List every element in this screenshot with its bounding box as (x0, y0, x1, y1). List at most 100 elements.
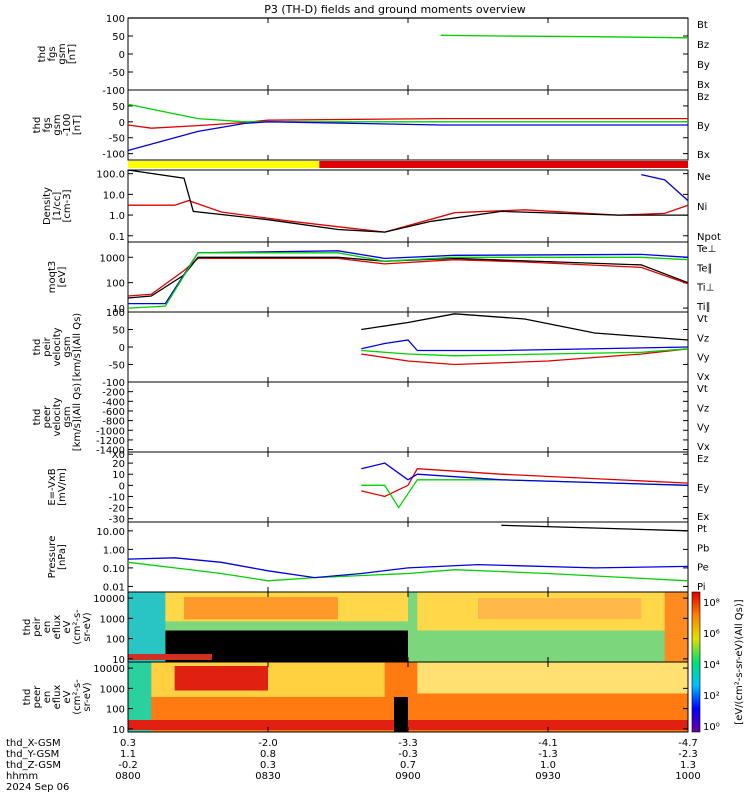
y-tick-label: -1200 (96, 436, 125, 447)
spectrogram-band (184, 597, 338, 620)
panel-frame (127, 381, 689, 453)
y-axis-label-line: peir (32, 616, 43, 636)
y-axis-label-line: thd (32, 117, 43, 134)
legend-entry: Ti∥ (696, 302, 711, 313)
series-temp-Ti⊥ (128, 250, 689, 305)
legend: Bz By Bx (697, 92, 710, 161)
spectrogram-band (417, 662, 688, 694)
spectrogram-band (174, 666, 268, 691)
y-axis-label-line: velocity (52, 397, 63, 436)
x-tick-label: -4.1 (538, 738, 558, 749)
y-axis-label-line: thd (32, 339, 43, 356)
y-axis-label: thd fgs gsm -100 [nT] (32, 114, 83, 137)
y-tick-label: 50 (112, 326, 125, 337)
series-pressure-Pt (501, 524, 689, 532)
legend-entry: Bx (697, 150, 710, 161)
series-temp-Te⊥ (127, 257, 689, 297)
x-tick-label: 0.3 (120, 738, 136, 749)
series-vi-Vz (361, 348, 689, 366)
legend-entry: By (697, 60, 710, 71)
y-axis-label-line: [cm-3] (62, 189, 73, 222)
y-tick-label: -50 (109, 134, 125, 145)
panel-frame (127, 521, 689, 593)
y-tick-label: 100 (106, 308, 125, 319)
y-tick-label: 0 (119, 481, 125, 492)
colorbar-tick-label: 10⁶ (703, 629, 720, 640)
legend-entry: Bt (697, 20, 708, 31)
y-tick-label: 10000 (93, 594, 125, 605)
x-tick-label: -2.0 (258, 738, 278, 749)
series-fgs2-Bz (127, 117, 688, 129)
spectrogram-band (664, 592, 688, 662)
legend: Vt Vz Vy Vx (697, 314, 710, 383)
y-tick-label: 20 (112, 459, 125, 470)
y-axis-label-line: en (42, 621, 53, 634)
y-tick-label: 0.10 (103, 564, 125, 575)
legend-entry: Ti⊥ (696, 283, 714, 294)
y-axis-label-line: Pressure (47, 536, 58, 579)
mode-bar-segment (319, 161, 688, 168)
x-tick-label: 1.0 (540, 760, 556, 771)
x-tick-label: 0930 (535, 771, 560, 782)
colorbar-tick-label: 10⁰ (703, 722, 720, 733)
y-tick-label: -10 (109, 492, 125, 503)
y-axis-label-line: peer (32, 685, 43, 709)
x-axis: thd_X-GSM 0.3 -2.0 -3.3 -4.1 -4.7 thd_Y-GSM 1.1… (6, 738, 701, 793)
y-axis-label: thd peir velocity gsm [km/s](All Qs) (32, 313, 83, 381)
legend-entry: Bx (697, 80, 710, 91)
spectrogram-band (128, 592, 166, 662)
y-axis-label-line: thd (22, 689, 33, 706)
panel-fgs: 100 50 0 -50 -100 thd fgs gsm [nT] Bt Bz By Bx (37, 14, 710, 97)
y-tick-label: -30 (109, 515, 125, 526)
y-tick-label: -400 (102, 397, 125, 408)
legend-entry: Ni (697, 202, 707, 213)
legend-entry: Ez (697, 454, 709, 465)
series-vi-Vt (361, 313, 689, 341)
series-fgs-By (440, 34, 689, 39)
y-axis-label-line: peir (42, 336, 53, 356)
panel-frame (127, 17, 689, 91)
y-axis-label: thd fgs gsm [nT] (37, 43, 78, 64)
y-axis-label-line: eflux (52, 685, 63, 710)
legend-entry: Bz (697, 40, 709, 51)
y-tick-label: X0 (112, 450, 125, 461)
y-axis-label-line: moqt3 (47, 261, 58, 294)
series-density-Npot (641, 173, 689, 202)
y-tick-label: -100 (102, 150, 125, 161)
spectrogram-band (394, 697, 408, 732)
y-tick-label: 10 (112, 470, 125, 481)
y-axis-label-line: sr-eV) (82, 612, 93, 641)
mode-bar (128, 161, 688, 168)
y-tick-label: -100 (102, 86, 125, 97)
x-tick-label: -1.3 (538, 749, 558, 760)
legend-entry: Vy (697, 353, 710, 364)
legend-entry: Vx (697, 442, 710, 453)
ionspec-spectrogram (128, 592, 688, 662)
elspec-spectrogram (128, 662, 688, 732)
series-density-Ne (128, 199, 689, 233)
panel-ionspec: 10000 1000 100 10 thd peir en eflux eV (cm²-s-sr-… (22, 591, 689, 666)
y-axis-label-line: (cm²-s- (72, 679, 83, 715)
spectrogram-band (478, 598, 642, 619)
series-vi-Vx (361, 339, 689, 352)
y-tick-label: 50 (112, 32, 125, 43)
series-efield-Ex (361, 462, 689, 486)
x-tick-label: 0800 (115, 771, 140, 782)
legend-entry: Ey (697, 483, 709, 494)
date-label: 2024 Sep 06 (6, 782, 69, 793)
y-axis-label-line: Density (42, 187, 53, 225)
legend-entry: Vx (697, 372, 710, 383)
y-axis-label: E=-VxB [mV/m] (47, 468, 68, 506)
legend: Ne Ni Npot (697, 172, 721, 243)
legend-entry: Npot (697, 232, 721, 243)
x-tick-label: -0.3 (398, 749, 418, 760)
series-fgs2-By (127, 103, 688, 123)
x-tick-label: 0830 (255, 771, 280, 782)
y-tick-label: -1400 (96, 446, 125, 457)
panel-frame (127, 451, 689, 523)
x-tick-label: -0.2 (118, 760, 138, 771)
panel-pressure: 10.00 1.00 0.10 0.01 Pressure [nPa] Pt Pb Pe Pi (47, 521, 709, 593)
legend: Ez Ey Ex (697, 454, 709, 523)
y-axis-label-line: E=-VxB (47, 468, 58, 505)
y-axis-label-line: fgs (42, 117, 53, 132)
